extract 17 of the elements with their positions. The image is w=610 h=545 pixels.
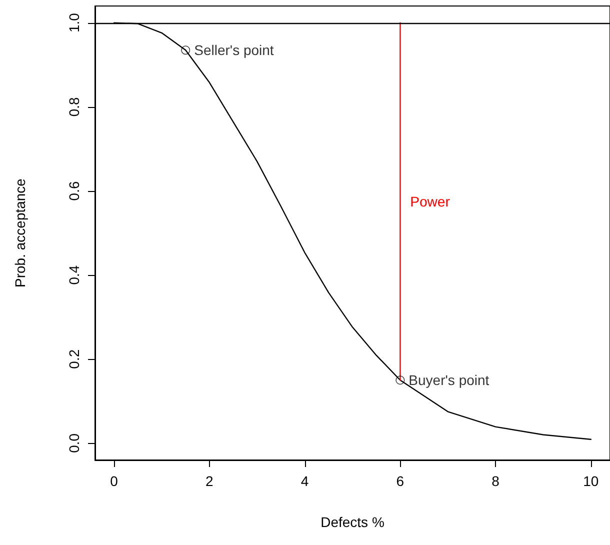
x-tick-label: 2: [206, 473, 214, 489]
y-tick-label: 0.0: [66, 433, 82, 453]
data-label: Buyer's point: [408, 372, 490, 388]
data-label: Seller's point: [194, 42, 274, 58]
x-tick-label: 4: [300, 473, 309, 489]
x-tick-label: 8: [492, 473, 500, 489]
x-tick-label: 6: [396, 473, 404, 489]
series-label: Power: [410, 193, 450, 210]
y-tick-label: 1.0: [66, 12, 82, 33]
y-axis-title: Prob. acceptance: [12, 178, 28, 288]
y-tick-label: 0.2: [66, 349, 82, 369]
x-tick-label: 0: [110, 473, 118, 489]
x-axis-title: Defects %: [320, 514, 384, 530]
y-tick-label: 0.8: [66, 96, 82, 117]
y-tick-label: 0.6: [66, 181, 82, 201]
x-tick-label: 10: [583, 473, 599, 489]
y-tick-label: 0.4: [66, 265, 82, 285]
